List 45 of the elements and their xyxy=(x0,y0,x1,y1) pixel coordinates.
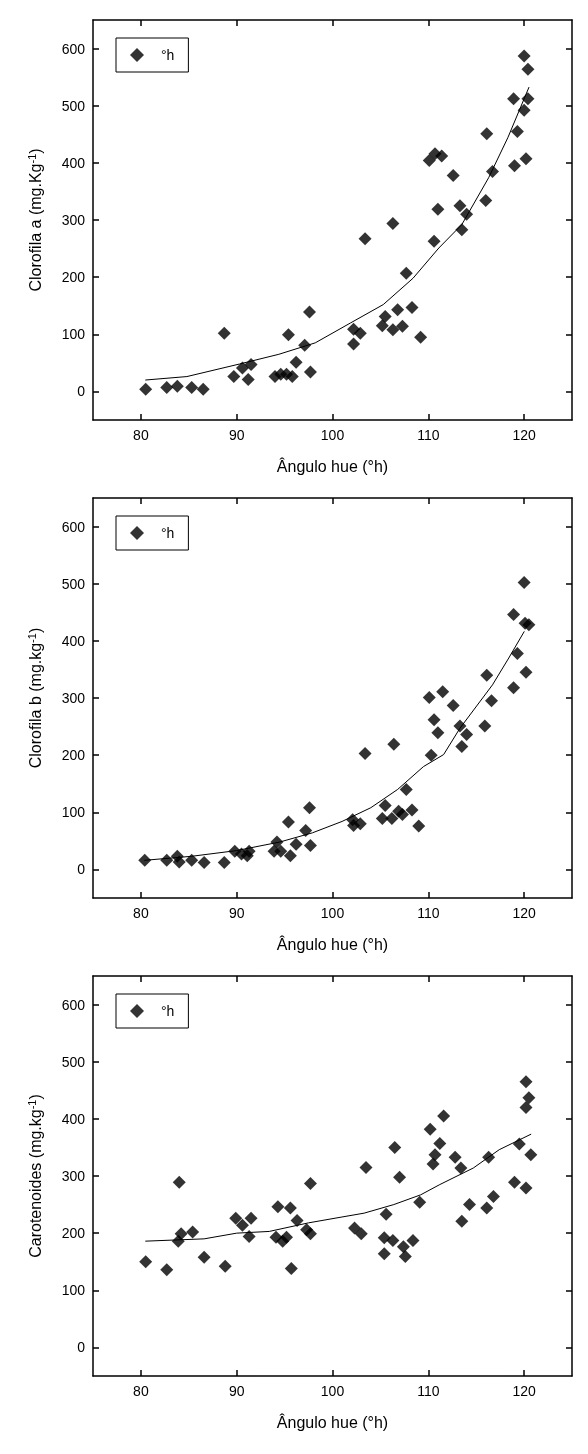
legend-label: °h xyxy=(161,525,175,541)
x-tick-label: 100 xyxy=(320,1383,345,1399)
y-tick-label: 200 xyxy=(61,1225,86,1242)
x-tick-label: 80 xyxy=(133,1383,149,1399)
y-tick-label: 200 xyxy=(61,747,86,764)
y-axis-title: Clorofila b (mg.kg-1) xyxy=(25,627,44,769)
x-tick-label: 80 xyxy=(133,427,149,443)
y-tick-label: 0 xyxy=(77,861,86,878)
x-tick-label: 120 xyxy=(512,427,536,443)
y-tick-label: 100 xyxy=(61,804,86,821)
x-tick-label: 110 xyxy=(417,1383,440,1399)
x-tick-label: 90 xyxy=(228,1383,245,1399)
y-tick-label: 600 xyxy=(61,518,86,535)
y-tick-label: 100 xyxy=(61,1282,86,1299)
y-axis-title: Carotenoides (mg.kg-1) xyxy=(25,1094,44,1258)
x-tick-label: 110 xyxy=(417,905,440,921)
x-tick-label: 120 xyxy=(512,905,536,921)
y-axis-title: Clorofila a (mg.Kg-1) xyxy=(25,148,44,292)
y-tick-label: 400 xyxy=(61,632,86,649)
x-tick-label: 90 xyxy=(228,427,245,443)
y-tick-label: 300 xyxy=(61,212,86,228)
y-tick-label: 300 xyxy=(61,1168,86,1184)
x-tick-label: 100 xyxy=(320,905,345,921)
x-axis-title: Ângulo hue (°h) xyxy=(276,934,389,953)
y-tick-label: 0 xyxy=(77,1339,86,1356)
x-tick-label: 110 xyxy=(417,427,440,443)
x-tick-label: 120 xyxy=(512,1383,536,1399)
y-tick-label: 600 xyxy=(61,40,86,57)
x-tick-label: 90 xyxy=(228,905,245,921)
y-tick-label: 100 xyxy=(61,326,86,343)
y-tick-label: 500 xyxy=(61,1053,86,1070)
x-axis-title: Ângulo hue (°h) xyxy=(276,1412,389,1431)
y-tick-label: 500 xyxy=(61,575,86,592)
legend-label: °h xyxy=(161,47,175,63)
legend-label: °h xyxy=(161,1003,175,1019)
x-tick-label: 80 xyxy=(133,905,149,921)
x-axis-title: Ângulo hue (°h) xyxy=(276,456,389,475)
y-tick-label: 200 xyxy=(61,269,86,286)
y-tick-label: 500 xyxy=(61,97,86,114)
y-tick-label: 300 xyxy=(61,690,86,706)
x-tick-label: 100 xyxy=(320,427,345,443)
y-tick-label: 600 xyxy=(61,996,86,1013)
y-tick-label: 400 xyxy=(61,1110,86,1127)
y-tick-label: 400 xyxy=(61,154,86,171)
y-tick-label: 0 xyxy=(77,383,86,400)
